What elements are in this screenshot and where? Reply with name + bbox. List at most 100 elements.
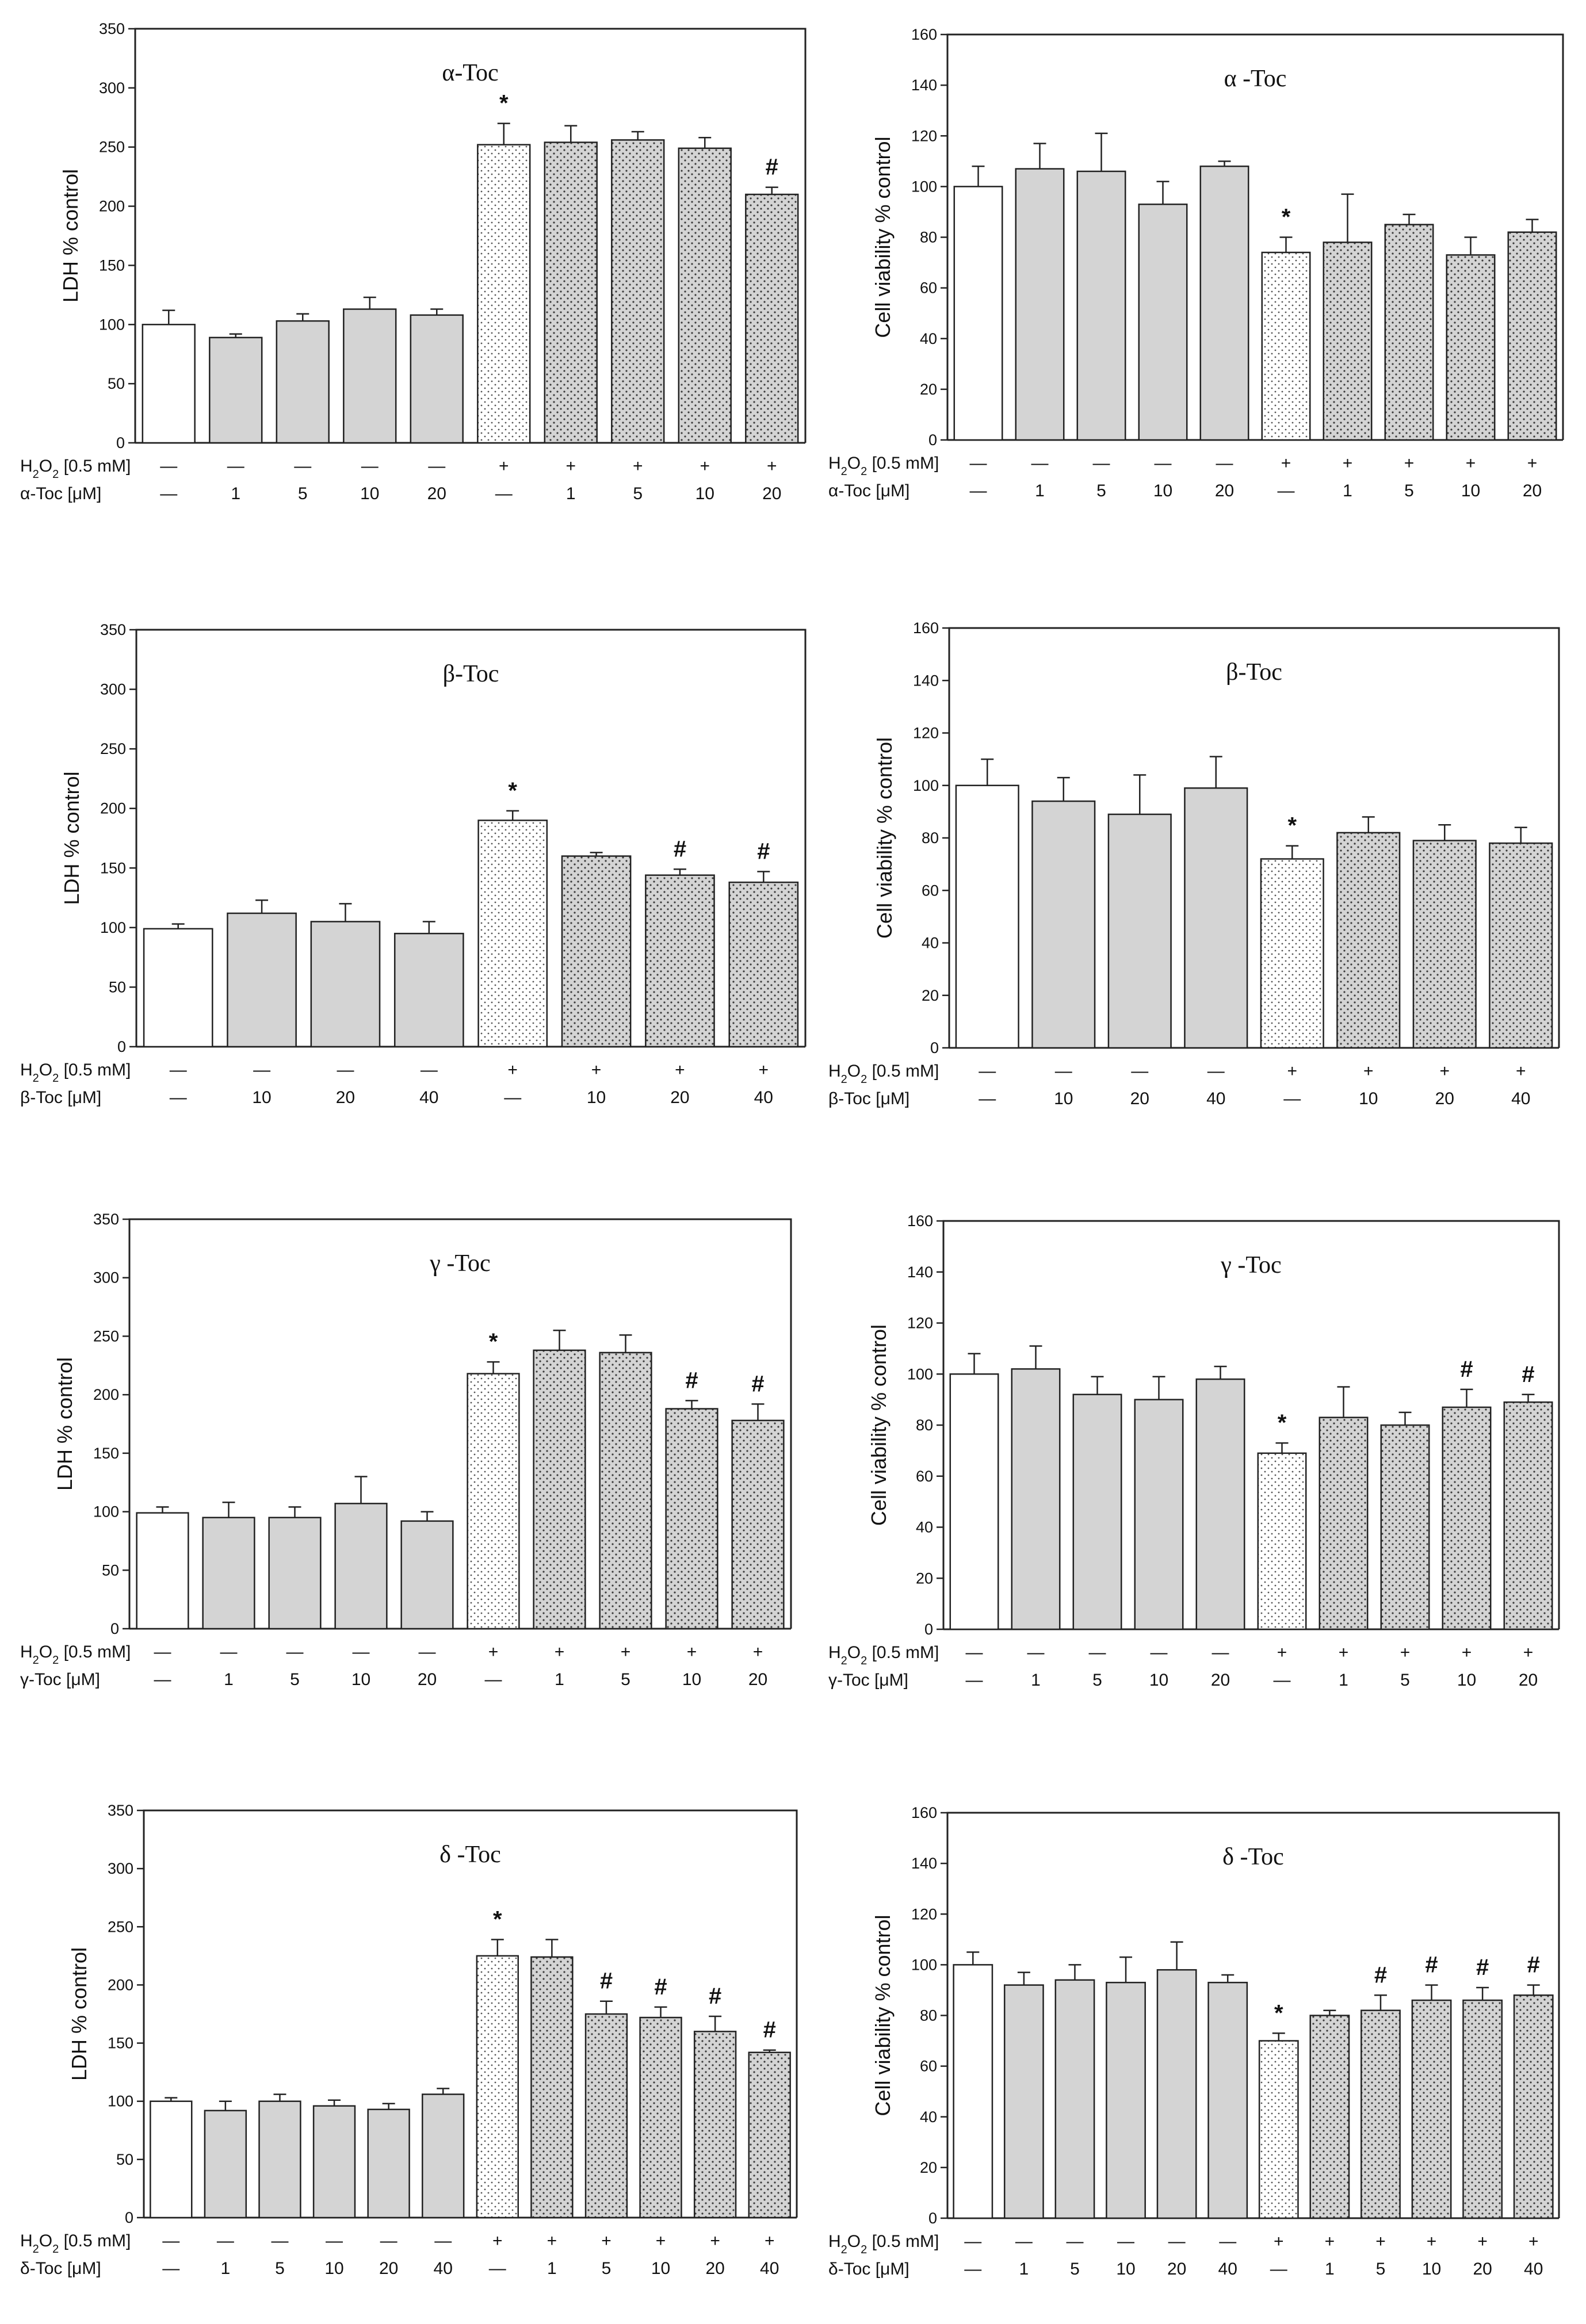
y-axis-label: LDH % control — [60, 771, 83, 905]
category-dose-cell: 1 — [547, 2259, 557, 2278]
category-dose-cell: — — [170, 1088, 187, 1107]
category-h2o2-cell: — — [271, 2231, 288, 2250]
bar — [1503, 1401, 1553, 1630]
category-h2o2-cell: — — [1131, 1062, 1148, 1081]
y-tick-label: 0 — [930, 1039, 939, 1056]
category-h2o2-cell: — — [227, 457, 244, 476]
row-label-dose: δ-Toc [μM] — [20, 2259, 101, 2278]
category-dose-cell: — — [495, 484, 513, 503]
category-dose-cell: 5 — [633, 484, 643, 503]
category-h2o2-cell: — — [160, 457, 177, 476]
category-h2o2-cell: — — [1066, 2232, 1083, 2251]
y-tick-label: 120 — [913, 725, 939, 742]
row-label-dose: β-Toc [μM] — [828, 1089, 909, 1108]
y-tick-label: 300 — [100, 681, 126, 698]
bar — [1260, 858, 1324, 1049]
y-tick-label: 0 — [117, 1038, 126, 1055]
bar — [745, 193, 799, 444]
chart-panel-3: 0 50 100 150 200 250 300 350 LDH % control β-Toc —… — [20, 621, 807, 1107]
category-h2o2-cell: — — [1055, 1062, 1072, 1081]
bar — [136, 1512, 189, 1630]
bar — [477, 820, 548, 1048]
y-tick-label: 20 — [920, 381, 937, 398]
bar — [1134, 1399, 1184, 1630]
category-dose-cell: — — [1274, 1671, 1291, 1690]
category-h2o2-cell: — — [253, 1060, 270, 1079]
category-dose-cell: 10 — [1359, 1089, 1378, 1108]
y-tick-label: 350 — [108, 1802, 133, 1819]
category-h2o2-cell: + — [499, 457, 509, 476]
y-tick-label: 250 — [93, 1327, 119, 1345]
y-tick-label: 80 — [916, 1416, 933, 1434]
bar — [150, 2100, 193, 2219]
y-axis-label: LDH % control — [67, 1947, 91, 2081]
significance-hash: # — [751, 1371, 764, 1396]
row-label-dose: α-Toc [μM] — [20, 484, 101, 503]
bar — [1072, 1393, 1122, 1630]
chart-title: δ -Toc — [440, 1841, 501, 1868]
bar — [142, 324, 196, 444]
bar — [477, 144, 531, 444]
category-h2o2-cell: + — [1281, 454, 1291, 473]
category-dose-cell: — — [966, 1671, 983, 1690]
category-dose-cell: 10 — [1457, 1671, 1476, 1690]
bar — [955, 784, 1019, 1049]
y-axis-label: LDH % control — [53, 1357, 77, 1491]
category-dose-cell: 20 — [418, 1670, 437, 1689]
category-dose-cell: — — [1270, 2260, 1287, 2279]
category-h2o2-cell: — — [1168, 2232, 1186, 2251]
significance-hash: # — [1527, 1952, 1540, 1978]
significance-star: * — [1282, 205, 1291, 230]
category-dose-cell: — — [160, 484, 177, 503]
category-h2o2-cell: — — [1089, 1643, 1106, 1662]
y-tick-label: 20 — [916, 1569, 933, 1587]
category-h2o2-cell: + — [1462, 1643, 1472, 1662]
category-dose-cell: 40 — [434, 2259, 453, 2278]
bar — [584, 2013, 628, 2219]
plot-frame — [128, 1218, 792, 1629]
bar — [1513, 1994, 1554, 2219]
y-tick-label: 80 — [922, 829, 939, 847]
row-label-h2o2: H2O2 [0.5 mM] — [828, 1643, 939, 1667]
category-dose-cell: 20 — [705, 2259, 724, 2278]
category-dose-cell: 20 — [1167, 2260, 1186, 2279]
category-h2o2-cell: + — [1404, 454, 1415, 473]
bar — [204, 2109, 247, 2219]
y-tick-label: 200 — [93, 1386, 119, 1403]
chart-panel-4: 0 20 40 60 80 100 120 140 160 Cell viability % co… — [828, 619, 1560, 1108]
chart-title: α-Toc — [442, 60, 498, 86]
bar — [1003, 1984, 1044, 2219]
significance-star: * — [1287, 813, 1297, 839]
row-label-h2o2: H2O2 [0.5 mM] — [20, 2231, 131, 2256]
plot-frame — [135, 629, 807, 1047]
category-h2o2-cell: — — [1151, 1643, 1168, 1662]
significance-hash: # — [1460, 1357, 1473, 1382]
category-h2o2-cell: — — [964, 2232, 981, 2251]
category-h2o2-cell: + — [1439, 1062, 1450, 1081]
y-tick-label: 100 — [99, 316, 125, 333]
category-h2o2-cell: — — [1093, 454, 1110, 473]
y-tick-label: 0 — [928, 2210, 937, 2227]
category-dose-cell: 5 — [1400, 1671, 1410, 1690]
chart-panel-5: 0 50 100 150 200 250 300 350 LDH % control γ -Toc… — [20, 1211, 792, 1689]
y-tick-label: 50 — [108, 375, 125, 392]
category-dose-cell: 5 — [602, 2259, 612, 2278]
bar — [143, 928, 213, 1048]
category-dose-cell: 1 — [1031, 1671, 1041, 1690]
category-dose-cell: 5 — [298, 484, 308, 503]
row-label-h2o2: H2O2 [0.5 mM] — [828, 1062, 939, 1086]
bar — [1309, 2015, 1350, 2219]
category-h2o2-cell: — — [1015, 2232, 1033, 2251]
significance-hash: # — [674, 836, 686, 862]
bar — [393, 932, 464, 1048]
category-dose-cell: 1 — [1035, 481, 1045, 500]
category-dose-cell: 10 — [1116, 2260, 1135, 2279]
bar — [410, 314, 464, 444]
category-h2o2-cell: — — [217, 2231, 234, 2250]
category-h2o2-cell: + — [1400, 1643, 1411, 1662]
category-h2o2-cell: + — [1325, 2232, 1335, 2251]
significance-star: * — [489, 1329, 498, 1354]
